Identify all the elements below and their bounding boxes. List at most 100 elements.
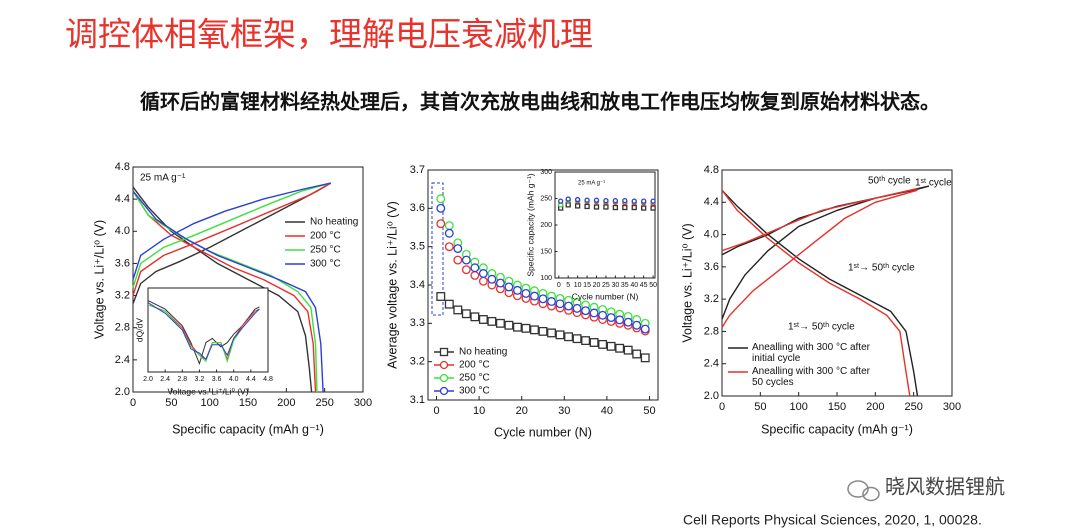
- y-tick-label: 2.4: [115, 354, 130, 366]
- marker: [565, 202, 571, 208]
- marker: [444, 228, 454, 238]
- series-line: [721, 187, 918, 397]
- y-axis-title: dQ/dV: [134, 318, 144, 342]
- marker: [623, 345, 633, 355]
- marker: [436, 219, 446, 229]
- x-tick-label: 35: [621, 282, 629, 289]
- series-line: [132, 182, 331, 393]
- marker: [584, 203, 590, 210]
- y-axis-title: Average voltage vs. Li⁺/Li⁰ (V): [385, 201, 399, 369]
- marker: [444, 242, 454, 252]
- marker: [538, 326, 548, 336]
- y-tick-label: 2.8: [704, 325, 719, 337]
- y-tick-label: 250: [540, 195, 552, 202]
- highlight-box: [431, 182, 444, 316]
- marker: [495, 318, 505, 328]
- x-tick-label: 25: [602, 282, 610, 289]
- annotation: 1ˢᵗ→ 50ᵗʰ cycle: [848, 263, 915, 274]
- marker: [512, 285, 522, 295]
- y-tick-label: 300: [540, 169, 552, 176]
- marker: [603, 204, 609, 210]
- x-tick-label: 4.4: [246, 376, 256, 383]
- marker: [444, 221, 454, 231]
- legend-marker: [439, 373, 449, 383]
- marker: [461, 309, 471, 319]
- y-tick-label: 2.4: [704, 358, 719, 370]
- y-axis-title: Voltage vs. Li⁺/Li⁰ (V): [92, 220, 106, 339]
- marker: [478, 269, 488, 278]
- marker: [530, 291, 539, 301]
- x-tick-label: 10: [574, 282, 582, 289]
- x-axis-title: Specific capacity (mAh g⁻¹): [172, 422, 324, 436]
- marker: [547, 328, 556, 338]
- marker: [504, 282, 514, 292]
- marker: [631, 204, 637, 211]
- x-tick-label: 300: [943, 401, 961, 413]
- marker: [641, 198, 647, 204]
- x-tick-label: 2.0: [143, 376, 153, 383]
- marker: [612, 204, 619, 211]
- marker: [461, 255, 471, 265]
- x-tick-label: 3.6: [212, 376, 222, 383]
- legend-label: Anealling with 300 °C after 50 cycles: [752, 366, 870, 388]
- y-tick-label: 4.8: [115, 161, 130, 173]
- y-tick-label: 4.4: [115, 193, 130, 205]
- x-tick-label: 4.0: [229, 376, 239, 383]
- watermark-icon: [847, 480, 880, 502]
- legend-marker: [439, 347, 449, 357]
- marker: [574, 203, 581, 209]
- series-line: [147, 302, 260, 361]
- x-tick-label: 300: [354, 397, 372, 409]
- marker: [436, 194, 446, 204]
- x-tick-label: 200: [277, 397, 295, 409]
- x-tick-label: 0: [557, 282, 561, 289]
- marker: [622, 197, 628, 204]
- y-tick-label: 3.1: [410, 394, 425, 406]
- marker: [593, 204, 600, 210]
- x-tick-label: 10: [473, 405, 485, 417]
- x-tick-label: 40: [630, 282, 638, 289]
- marker: [572, 303, 582, 313]
- x-tick-label: 3.2: [195, 376, 205, 383]
- x-tick-label: 100: [200, 397, 218, 409]
- y-tick-label: 4.4: [704, 196, 719, 208]
- marker: [581, 306, 591, 316]
- marker: [615, 343, 625, 353]
- marker: [436, 292, 446, 301]
- marker: [558, 198, 564, 204]
- x-tick-label: 50: [754, 401, 766, 413]
- legend-label: No heating: [310, 217, 358, 228]
- legend-label: Anealling with 300 °C after initial cycl…: [752, 342, 870, 364]
- legend-box: Anealling with 300 °C after initial cycl…: [752, 342, 870, 364]
- marker: [623, 317, 633, 327]
- x-tick-label: 200: [866, 401, 884, 413]
- marker: [512, 322, 522, 332]
- series-line: [132, 182, 331, 393]
- y-tick-label: 2.0: [115, 386, 130, 398]
- y-tick-label: 200: [540, 222, 552, 229]
- marker: [640, 324, 650, 334]
- marker: [453, 255, 463, 265]
- marker: [615, 315, 625, 325]
- x-tick-label: 100: [789, 401, 807, 413]
- marker: [589, 308, 599, 318]
- marker: [574, 196, 581, 203]
- marker: [564, 301, 574, 311]
- marker: [470, 312, 480, 322]
- x-tick-label: 4.8: [263, 376, 273, 383]
- marker: [581, 336, 591, 346]
- plot-frame: [147, 287, 269, 373]
- x-tick-label: 30: [611, 282, 619, 289]
- marker: [612, 197, 619, 204]
- annotation: 50ᵗʰ cycle: [868, 176, 911, 187]
- y-tick-label: 3.2: [410, 356, 425, 368]
- annotation: 1ˢᵗ cycle: [915, 178, 952, 189]
- x-tick-label: 250: [904, 401, 922, 413]
- marker: [632, 320, 642, 330]
- marker: [521, 323, 531, 333]
- marker: [584, 197, 590, 203]
- marker: [650, 198, 656, 204]
- y-axis-title: Voltage vs. Li⁺/Li⁰ (V): [680, 223, 694, 342]
